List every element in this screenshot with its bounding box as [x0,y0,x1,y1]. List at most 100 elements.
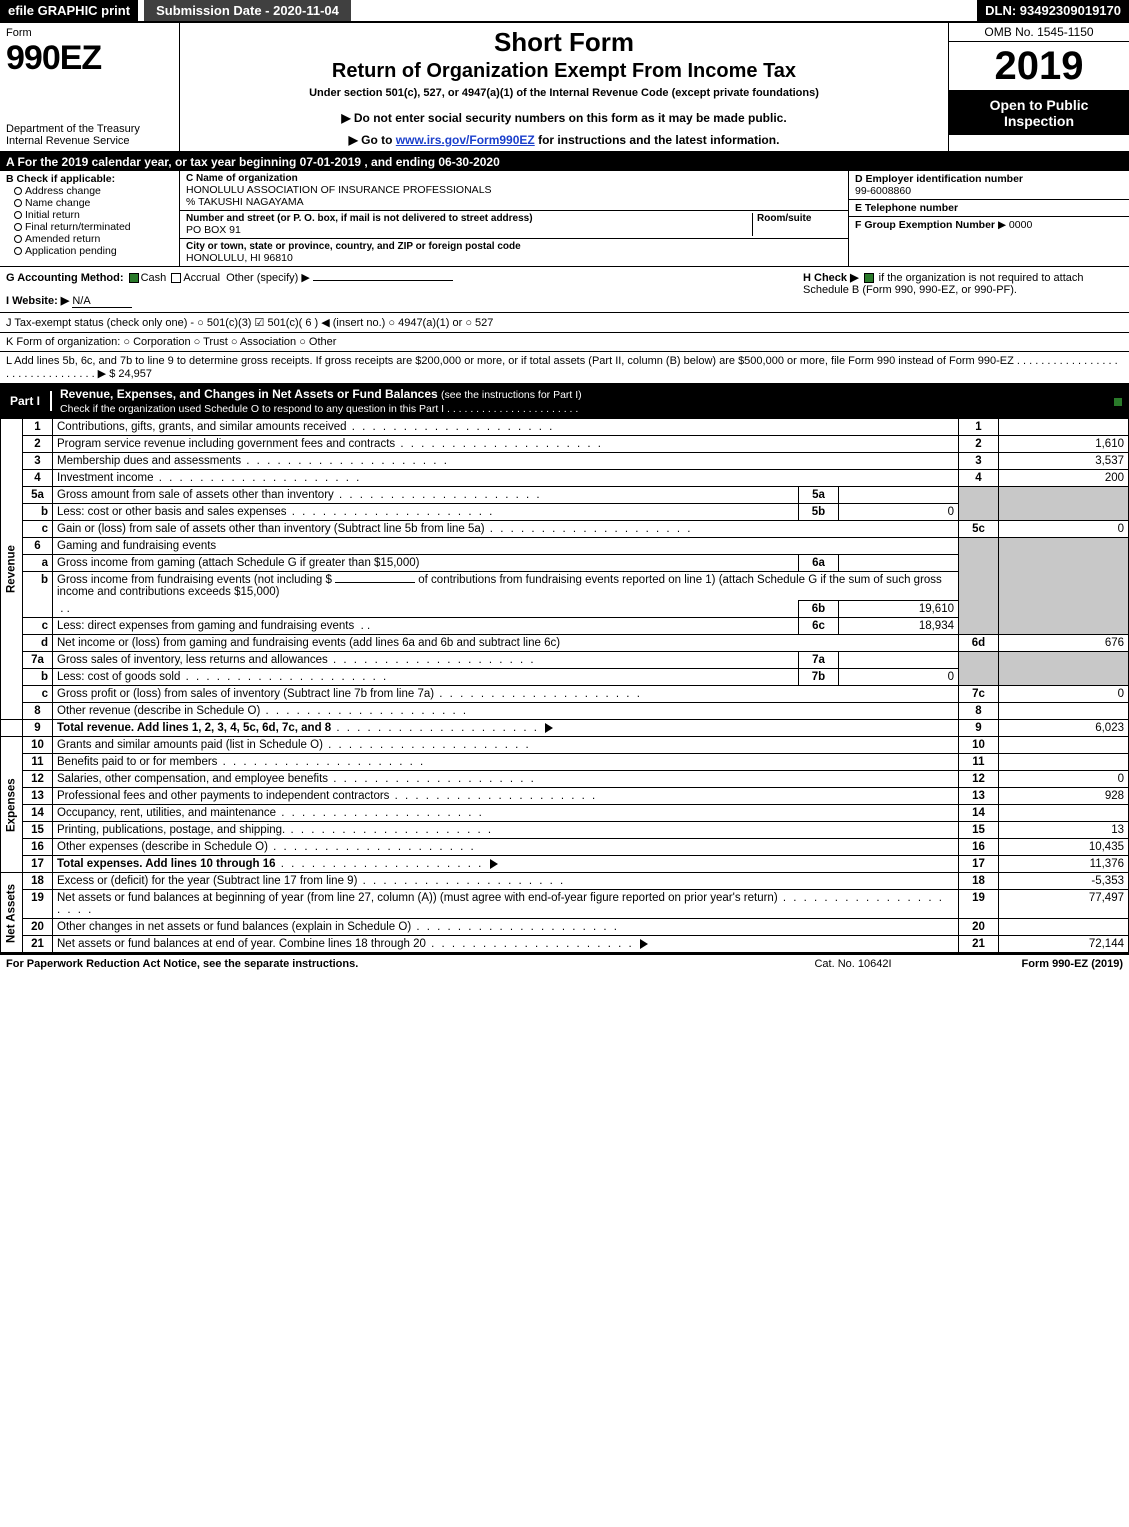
ln-8: 8 [23,703,53,720]
chk-initial-return[interactable]: Initial return [6,209,173,221]
ln-5c-val: 0 [999,521,1129,538]
ln-5c-num: 5c [959,521,999,538]
chk-final-return[interactable]: Final return/terminated [6,221,173,233]
side-label-revenue: Revenue [1,419,23,720]
part-1-check-text: Check if the organization used Schedule … [60,403,578,415]
ln-13-num: 13 [959,788,999,805]
omb-number: OMB No. 1545-1150 [949,23,1129,42]
ln-6c-desc: Less: direct expenses from gaming and fu… [57,620,354,632]
section-b: B Check if applicable: Address change Na… [0,171,180,266]
ln-6a-desc: Gross income from gaming (attach Schedul… [53,555,799,572]
ln-6d-num: 6d [959,635,999,652]
row-k: K Form of organization: ○ Corporation ○ … [0,333,1129,352]
org-name: HONOLULU ASSOCIATION OF INSURANCE PROFES… [186,184,842,196]
chk-accrual[interactable] [171,273,181,283]
info-block-bcd: B Check if applicable: Address change Na… [0,171,1129,267]
ein-label: D Employer identification number [855,173,1123,185]
street-value: PO BOX 91 [186,224,752,236]
ln-20-num: 20 [959,919,999,936]
chk-address-change[interactable]: Address change [6,185,173,197]
ln-7c-num: 7c [959,686,999,703]
chk-application-pending[interactable]: Application pending [6,245,173,257]
chk-schedule-b-not-required[interactable] [864,273,874,283]
ln-5b: b [23,504,53,521]
chk-cash[interactable] [129,273,139,283]
ln-4: 4 [23,470,53,487]
ln-17-num: 17 [959,856,999,873]
part-1-header: Part I Revenue, Expenses, and Changes in… [0,384,1129,418]
goto-post: for instructions and the latest informat… [538,133,779,147]
goto-instructions: ▶ Go to www.irs.gov/Form990EZ for instru… [190,133,938,147]
goto-pre: ▶ Go to [349,133,396,147]
ln-14: 14 [23,805,53,822]
short-form-title: Short Form [190,27,938,58]
ln-7a: 7a [23,652,53,669]
header-center: Short Form Return of Organization Exempt… [180,23,949,151]
h-label: H Check ▶ [803,272,859,284]
return-title: Return of Organization Exempt From Incom… [190,60,938,83]
ln-11-num: 11 [959,754,999,771]
ein-value: 99-6008860 [855,185,1123,197]
footer-form-ref: Form 990-EZ (2019) [943,958,1123,970]
ln-15-num: 15 [959,822,999,839]
ln-10-desc: Grants and similar amounts paid (list in… [57,739,531,751]
form-header: Form 990EZ Department of the Treasury In… [0,23,1129,153]
efile-print-button[interactable]: efile GRAPHIC print [0,0,138,21]
ln-17-desc: Total expenses. Add lines 10 through 16 [57,858,276,870]
insp-line-2: Inspection [951,113,1127,129]
ln-9-val: 6,023 [999,720,1129,737]
ln-7b: b [23,669,53,686]
chk-schedule-o-used[interactable] [1113,397,1123,407]
part-1-table: Revenue 1 Contributions, gifts, grants, … [0,418,1129,953]
ln-7a-sv [839,652,959,669]
chk-amended-return-label: Amended return [25,233,100,245]
dept-treasury: Department of the Treasury Internal Reve… [6,123,173,147]
ln-19: 19 [23,890,53,919]
ln-7c-desc: Gross profit or (loss) from sales of inv… [57,688,642,700]
ln-5b-desc: Less: cost or other basis and sales expe… [57,506,494,518]
ln-16-num: 16 [959,839,999,856]
ln-13: 13 [23,788,53,805]
ln-1-num: 1 [959,419,999,436]
ln-20-desc: Other changes in net assets or fund bala… [57,921,619,933]
ln-2: 2 [23,436,53,453]
irs-link[interactable]: www.irs.gov/Form990EZ [396,133,535,147]
header-left: Form 990EZ Department of the Treasury In… [0,23,180,151]
ln-7c-val: 0 [999,686,1129,703]
ln-6b-blank[interactable] [335,582,415,583]
ln-13-val: 928 [999,788,1129,805]
ln-6: 6 [23,538,53,555]
ln-10: 10 [23,737,53,754]
ln-6b: b [23,572,53,618]
ln-6a-sv [839,555,959,572]
chk-amended-return[interactable]: Amended return [6,233,173,245]
ln-6d-desc: Net income or (loss) from gaming and fun… [53,635,959,652]
ln-6b-sv: 19,610 [839,601,959,618]
dept-line-1: Department of the Treasury [6,123,173,135]
submission-date-badge: Submission Date - 2020-11-04 [144,0,351,21]
other-specify-field[interactable] [313,280,453,281]
ln-20: 20 [23,919,53,936]
ln-4-num: 4 [959,470,999,487]
side-label-net-assets: Net Assets [1,873,23,953]
ln-6d: d [23,635,53,652]
ln-5a-sn: 5a [799,487,839,504]
ln-9-desc: Total revenue. Add lines 1, 2, 3, 4, 5c,… [57,722,331,734]
chk-name-change[interactable]: Name change [6,197,173,209]
ln-6d-val: 676 [999,635,1129,652]
ln-19-desc: Net assets or fund balances at beginning… [57,892,944,916]
ln-7a-sn: 7a [799,652,839,669]
group-exemption-label: F Group Exemption Number [855,219,995,231]
ln-6b-desc-1: Gross income from fundraising events (no… [57,574,332,586]
ln-19-num: 19 [959,890,999,919]
part-1-sub: (see the instructions for Part I) [441,389,582,401]
ln-13-desc: Professional fees and other payments to … [57,790,597,802]
ln-21-num: 21 [959,936,999,953]
row-g-h: G Accounting Method: Cash Accrual Other … [0,267,1129,313]
ln-3: 3 [23,453,53,470]
under-section-text: Under section 501(c), 527, or 4947(a)(1)… [190,87,938,99]
ln-17: 17 [23,856,53,873]
ssn-note: ▶ Do not enter social security numbers o… [190,111,938,125]
header-right: OMB No. 1545-1150 2019 Open to Public In… [949,23,1129,151]
ln-8-desc: Other revenue (describe in Schedule O) [57,705,468,717]
